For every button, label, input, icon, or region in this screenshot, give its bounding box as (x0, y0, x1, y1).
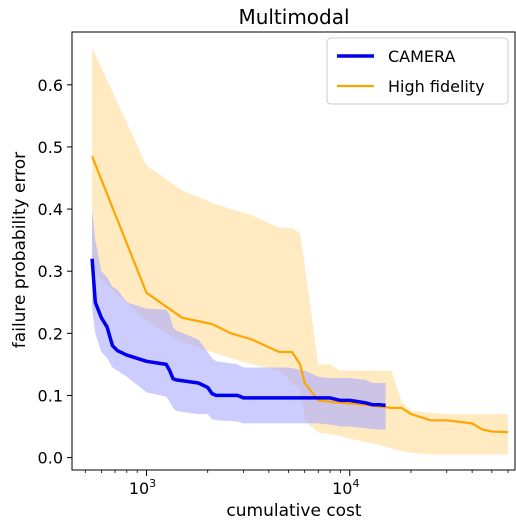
x-tick-label: 103 (129, 477, 156, 498)
y-tick-label: 0.6 (38, 76, 63, 95)
y-tick-label: 0.4 (38, 200, 63, 219)
y-tick-label: 0.1 (38, 386, 63, 405)
x-tick-label: 104 (332, 477, 359, 498)
plot-frame (71, 31, 516, 471)
y-tick-label: 0.3 (38, 262, 63, 281)
line-camera (90, 258, 386, 408)
chart-title: Multimodal (238, 5, 349, 29)
line-high-fidelity (91, 155, 508, 434)
legend: CAMERA High fidelity (326, 37, 509, 105)
y-axis: 0.0 0.1 0.2 0.3 0.4 0.5 0.6 (38, 76, 72, 468)
y-tick-label: 0.2 (38, 324, 63, 343)
band-camera (92, 209, 386, 430)
y-tick-label: 0.0 (38, 449, 63, 468)
confidence-bands (92, 47, 508, 455)
band-high-fidelity (92, 47, 508, 455)
y-tick-label: 0.5 (38, 138, 63, 157)
legend-label-camera: CAMERA (388, 47, 456, 66)
x-axis-label: cumulative cost (226, 501, 362, 521)
legend-label-high-fidelity: High fidelity (388, 77, 485, 96)
y-axis-label: failure probability error (10, 152, 30, 348)
series-lines (90, 155, 508, 434)
x-axis: 103 104 (84, 470, 509, 498)
